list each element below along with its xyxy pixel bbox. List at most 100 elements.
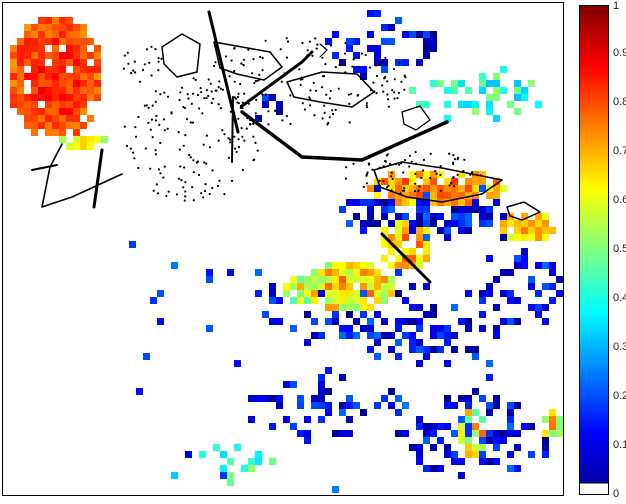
contour-line [240,50,314,108]
heatmap-cell [73,66,80,73]
heatmap-cell [493,332,500,339]
heatmap-cell [304,276,311,283]
heatmap-cell [80,59,87,66]
overlay-dot [241,168,244,172]
heatmap-cell [430,45,437,52]
overlay-dot [207,94,210,98]
overlay-dot [315,47,318,50]
heatmap-cell [66,80,73,87]
overlay-dot [381,84,384,87]
heatmap-cell [276,297,283,304]
overlay-dot [321,117,324,120]
overlay-dot [182,186,185,189]
heatmap-cell [367,199,374,206]
heatmap-cell [486,458,493,465]
heatmap-cell [66,122,73,129]
heatmap-cell [423,465,430,472]
heatmap-cell [416,31,423,38]
overlay-dot [375,92,378,95]
heatmap-cell [10,52,17,59]
heatmap-cell [479,171,486,178]
colorbar [579,5,609,495]
overlay-dot [123,125,126,128]
overlay-dot [371,168,374,171]
heatmap-cell [290,423,297,430]
heatmap-cell [444,220,451,227]
heatmap-cell [465,178,472,185]
heatmap-cell [59,31,66,38]
heatmap-cell [542,234,549,241]
overlay-dot [289,122,292,125]
heatmap-cell [423,213,430,220]
heatmap-cell [416,213,423,220]
overlay-dot [157,60,160,63]
overlay-dot [306,49,309,52]
heatmap-cell [507,451,514,458]
overlay-dot [309,89,312,92]
heatmap-cell [528,304,535,311]
heatmap-cell [80,136,87,143]
overlay-dot [251,72,254,75]
heatmap-cell [444,360,451,367]
overlay-dot [194,78,197,81]
overlay-dot [243,139,246,142]
heatmap-cell [458,199,465,206]
heatmap-cell [465,227,472,234]
heatmap-cell [17,38,24,45]
heatmap-cell [10,73,17,80]
overlay-dot [243,92,246,95]
heatmap-cell [87,52,94,59]
overlay-dot [203,97,206,100]
heatmap-cell [409,227,416,234]
heatmap-cell [52,52,59,59]
heatmap-cell [10,59,17,66]
heatmap-cell [409,220,416,227]
heatmap-cell [542,262,549,269]
overlay-dot [237,117,240,120]
heatmap-cell [31,80,38,87]
heatmap-cell [94,45,101,52]
heatmap-cell [276,318,283,325]
overlay-dot [439,173,442,177]
heatmap-cell [514,87,521,94]
heatmap-cell [451,451,458,458]
heatmap-cell [521,248,528,255]
heatmap-cell [325,276,332,283]
heatmap-cell [493,402,500,409]
heatmap-cell [262,395,269,402]
overlay-dot [199,87,202,90]
overlay-dot [223,193,226,196]
heatmap-cell [59,136,66,143]
overlay-dot [452,161,455,164]
heatmap-cell [514,465,521,472]
overlay-dot [205,134,208,137]
heatmap-cell [311,283,318,290]
heatmap-cell [10,87,17,94]
heatmap-cell [353,276,360,283]
heatmap-cell [346,38,353,45]
heatmap-cell [395,178,402,185]
heatmap-cell [374,185,381,192]
heatmap-cell [521,87,528,94]
heatmap-cell [409,248,416,255]
heatmap-cell [304,297,311,304]
overlay-dot [267,123,270,126]
heatmap-cell [528,80,535,87]
heatmap-cell [17,52,24,59]
overlay-dot [456,158,459,161]
heatmap-cell [507,409,514,416]
heatmap-cell [493,87,500,94]
heatmap-cell [430,213,437,220]
heatmap-cell [451,213,458,220]
heatmap-cell [360,304,367,311]
heatmap-cell [444,234,451,241]
heatmap-cell [556,276,563,283]
heatmap-cell [388,234,395,241]
heatmap-cell [325,318,332,325]
overlay-dot [329,44,332,47]
heatmap-cell [465,87,472,94]
heatmap-cell [94,94,101,101]
heatmap-cell [528,227,535,234]
overlay-dot [369,88,372,92]
heatmap-cell [339,59,346,66]
